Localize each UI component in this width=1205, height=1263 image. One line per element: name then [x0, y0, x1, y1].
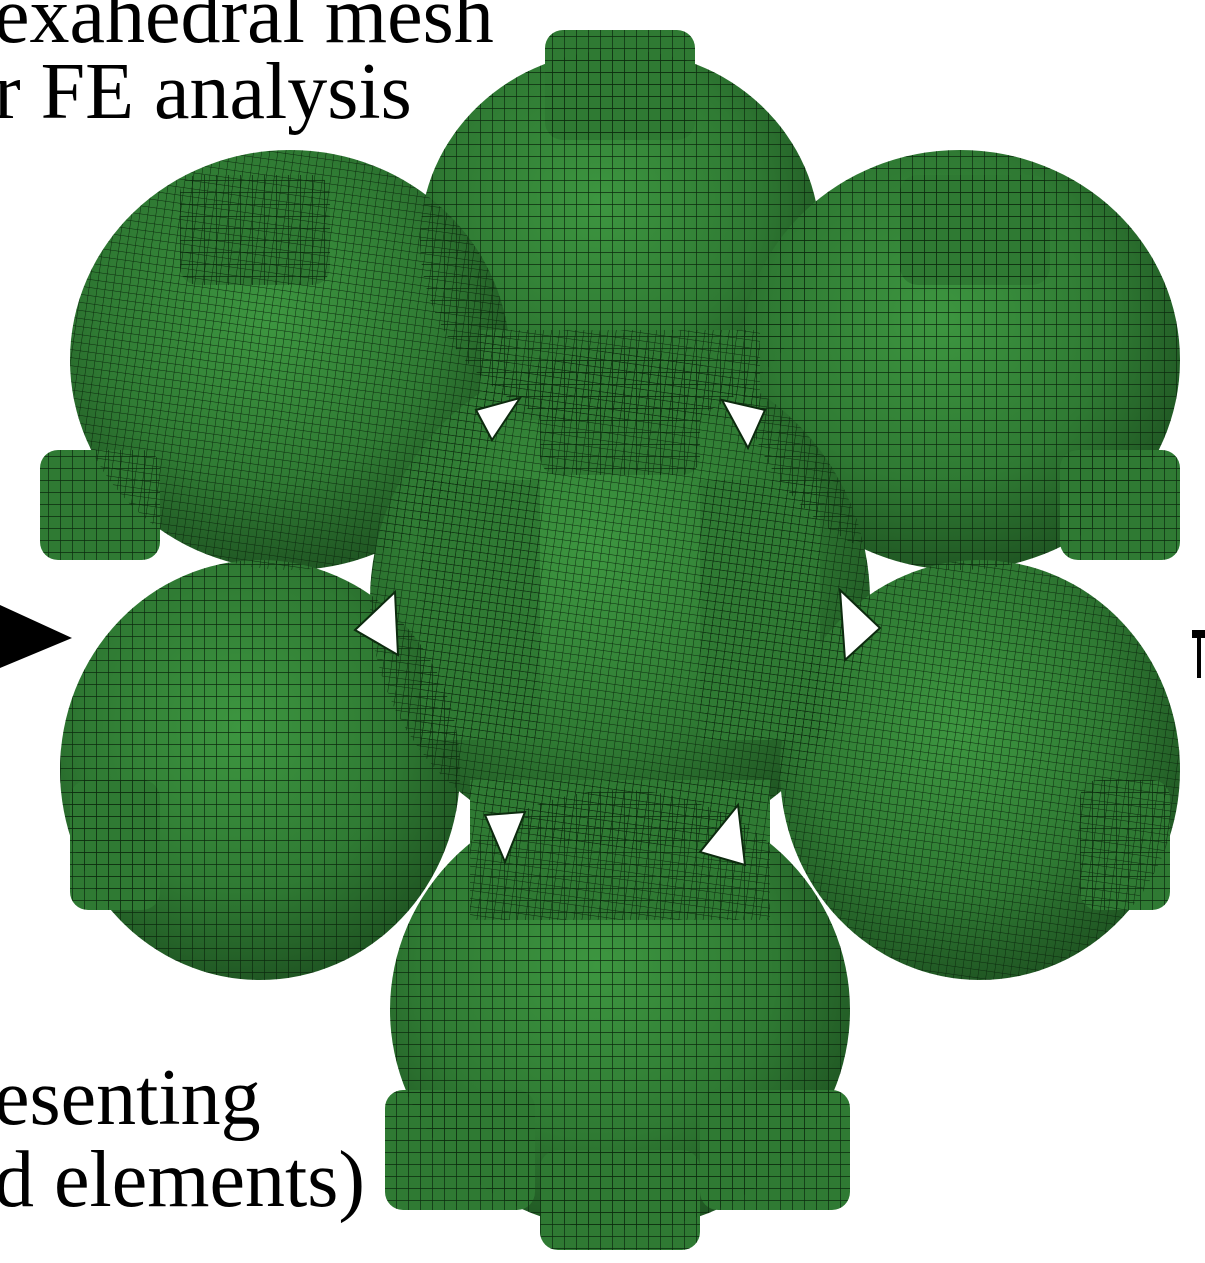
hole-upper-left: [474, 396, 523, 442]
hole-lower-left: [483, 810, 527, 865]
hole-mid-left: [353, 589, 400, 657]
cap-right-grid: [1060, 450, 1180, 560]
cap-lower-right-grid: [1080, 780, 1170, 910]
cap-bottom-left-grid: [385, 1090, 535, 1210]
caption-top-line2: r FE analysis: [0, 48, 412, 136]
caption-bottom-line2: d elements): [0, 1136, 365, 1224]
lobe-lower-left-grid: [60, 560, 460, 980]
lobe-lower-right-grid: [780, 560, 1180, 980]
cap-upper-right-grid: [900, 175, 1050, 285]
neck-right-center-grid: [700, 480, 820, 740]
hole-lower-right: [698, 802, 747, 867]
cap-upper-left-grid: [180, 175, 330, 285]
cap-bottom-grid: [540, 1150, 700, 1250]
hole-mid-right: [838, 587, 882, 663]
cap-left-grid: [40, 450, 160, 560]
cap-bottom-right-grid: [700, 1090, 850, 1210]
hole-upper-right: [720, 398, 767, 451]
hexahedral-mesh: [40, 30, 1180, 1250]
neck-left-center-grid: [420, 480, 540, 740]
mesh-holes: [353, 396, 882, 867]
neck-top-center-grid: [480, 330, 760, 420]
cap-lower-left-grid: [70, 780, 160, 910]
arrow-right-icon: [0, 605, 72, 668]
caption-bottom-line1: esenting: [0, 1054, 261, 1142]
cap-top-grid: [545, 30, 695, 140]
caption-top-line1: exahedral mesh: [0, 0, 494, 60]
right-edge-glyph-stem: [1197, 630, 1201, 678]
